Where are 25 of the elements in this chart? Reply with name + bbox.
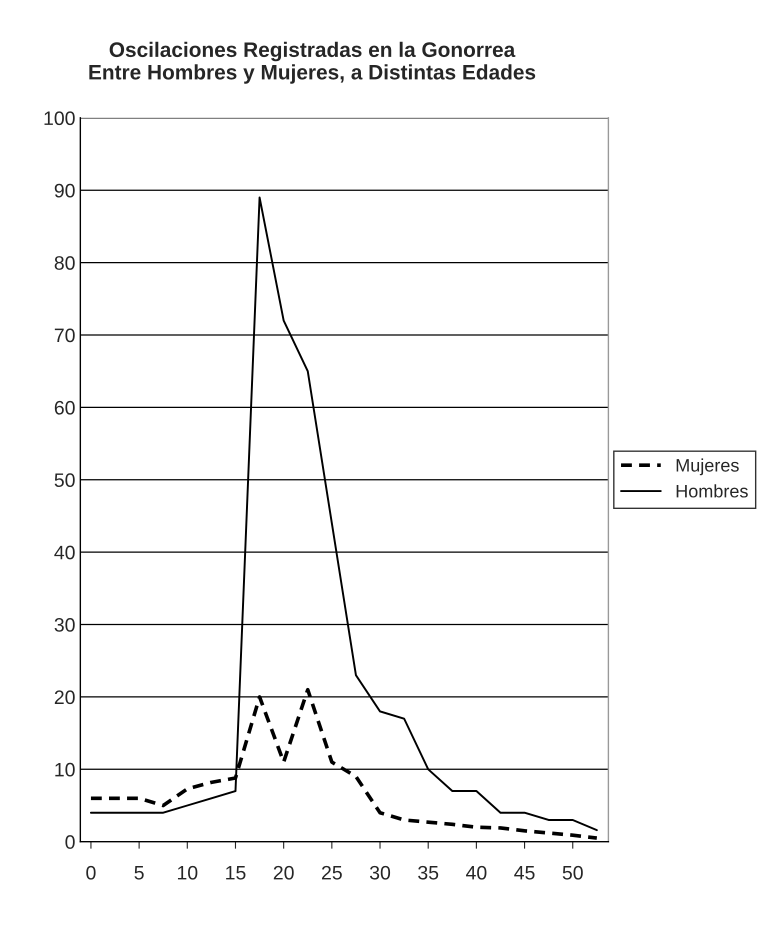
x-tick-label: 10 <box>178 866 198 880</box>
y-tick-label: 20 <box>54 690 75 704</box>
y-tick-label: 90 <box>54 184 75 198</box>
y-tick-label: 70 <box>54 328 75 342</box>
legend-label: Mujeres <box>676 458 739 476</box>
x-tick-label: 50 <box>562 866 583 880</box>
y-tick-label: 50 <box>54 473 75 488</box>
y-tick-label: 10 <box>55 762 75 777</box>
x-tick-label: 15 <box>226 866 246 880</box>
y-tick-label: 0 <box>65 835 75 849</box>
y-tick-label: 40 <box>54 546 75 560</box>
y-tick-label: 30 <box>54 618 75 632</box>
x-tick-label: 30 <box>370 866 390 880</box>
y-tick-label: 60 <box>54 400 75 415</box>
chart-title: Oscilaciones Registradas en la Gonorrea Entre Hombres y Mujeres, a Distintas Edades <box>89 42 536 84</box>
x-tick-label: 20 <box>274 866 294 880</box>
x-tick-label: 45 <box>514 866 535 880</box>
x-tick-label: 5 <box>134 866 144 880</box>
x-tick-label: 0 <box>86 866 96 880</box>
x-tick-label: 35 <box>418 866 438 880</box>
x-tick-label: 25 <box>322 866 342 880</box>
legend-label: Hombres <box>676 484 748 498</box>
y-tick-label: 100 <box>44 111 75 126</box>
x-tick-label: 40 <box>466 866 486 880</box>
y-tick-label: 80 <box>54 256 75 270</box>
